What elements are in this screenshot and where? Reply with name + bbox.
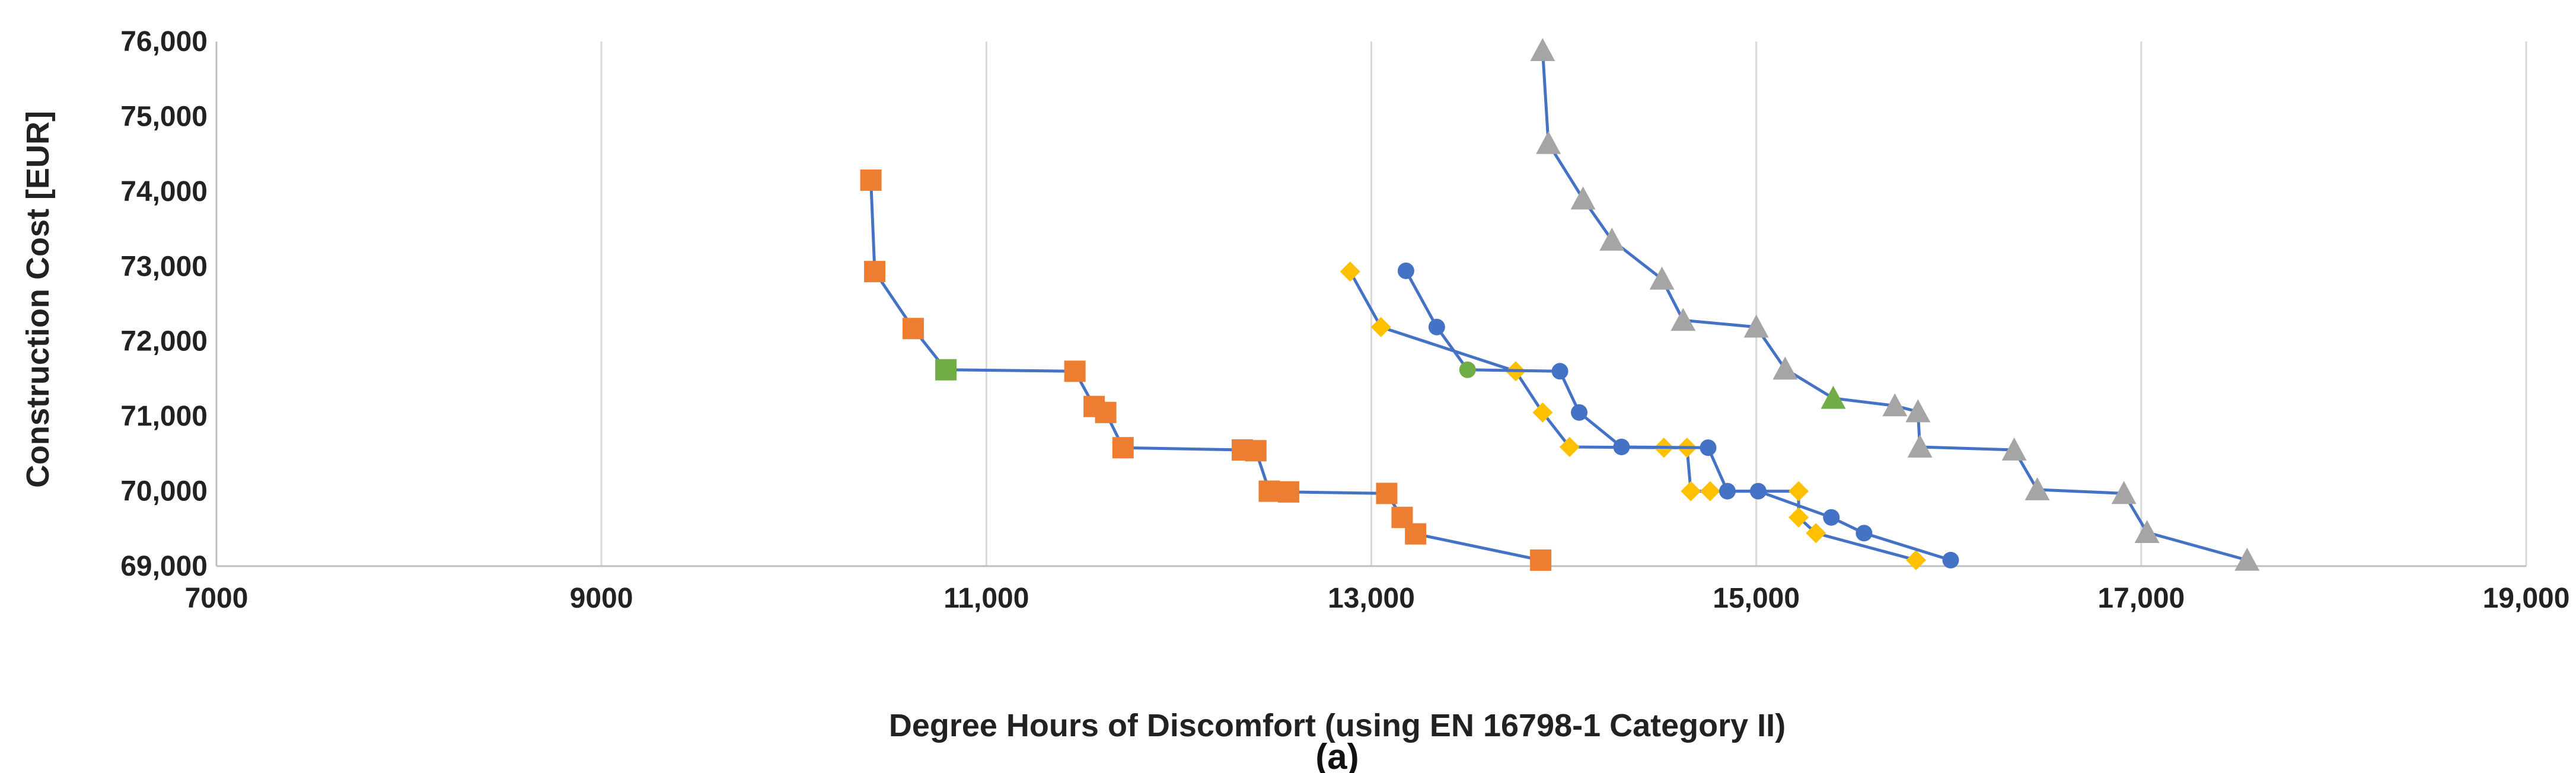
data-point-circle (1749, 483, 1767, 500)
data-point-triangle (1536, 130, 1561, 154)
data-point-triangle (1649, 266, 1675, 290)
data-point-circle (1823, 509, 1840, 526)
axes (215, 41, 2526, 567)
data-point-triangle (1570, 186, 1596, 210)
data-point-square (1405, 523, 1427, 545)
y-tick-label: 74,000 (120, 176, 208, 207)
data-point-diamond (1700, 481, 1720, 502)
data-point-circle (1719, 483, 1736, 500)
data-point-triangle (2234, 547, 2260, 571)
y-axis-title: Construction Cost [EUR] (20, 111, 56, 488)
series-diamond (1340, 261, 1927, 570)
data-point-diamond (1340, 261, 1360, 282)
data-point-diamond (1806, 523, 1826, 544)
grid-lines (600, 41, 2527, 566)
data-point-diamond (1788, 507, 1809, 528)
series-line-square (869, 180, 1541, 562)
data-point-circle (1428, 318, 1445, 336)
x-tick-label: 17,000 (2097, 583, 2185, 614)
data-point-circle (1551, 363, 1568, 380)
x-tick-label: 9000 (570, 583, 633, 614)
data-point-circle (1571, 404, 1588, 421)
data-point-square (1095, 401, 1117, 423)
series-circle (1397, 262, 1959, 568)
data-point-triangle (1530, 38, 1555, 62)
data-point-diamond (1906, 550, 1927, 570)
data-point-triangle (1905, 399, 1931, 423)
data-point-diamond (1370, 317, 1391, 337)
data-point-square (1258, 480, 1280, 502)
data-point-circle (1942, 551, 1959, 568)
data-point-triangle (1821, 385, 1846, 409)
data-point-triangle (1772, 356, 1798, 380)
figure-caption: (a) (1315, 737, 1359, 773)
data-point-square (902, 318, 924, 340)
y-tick-label: 70,000 (120, 476, 208, 507)
data-point-triangle (1882, 393, 1908, 417)
data-point-triangle (1670, 308, 1696, 331)
data-point-circle (1397, 262, 1414, 279)
data-point-circle (1700, 439, 1717, 456)
y-tick-label: 75,000 (120, 101, 208, 132)
data-point-square (1530, 549, 1552, 571)
data-point-square (1277, 481, 1299, 503)
y-tick-label: 71,000 (120, 401, 208, 432)
data-point-square (864, 261, 886, 283)
data-point-diamond (1559, 436, 1580, 457)
data-point-triangle (2025, 477, 2050, 500)
data-point-square (1376, 483, 1398, 504)
y-tick-label: 72,000 (120, 326, 208, 357)
x-tick-label: 11,000 (943, 583, 1029, 614)
series-triangle (1530, 38, 2260, 571)
y-tick-label: 76,000 (120, 26, 208, 58)
series-square (860, 169, 1552, 571)
y-tick-label: 73,000 (120, 251, 208, 282)
x-tick-label: 19,000 (2483, 583, 2570, 614)
x-tick-labels: 7000 9000 11,000 13,000 15,000 17,000 19,000 (185, 583, 2570, 614)
data-point-square (935, 359, 957, 381)
data-point-square (1245, 440, 1267, 462)
data-point-triangle (2134, 520, 2160, 543)
data-point-triangle (2111, 481, 2137, 504)
data-point-circle (1459, 361, 1476, 378)
data-point-triangle (1907, 434, 1933, 458)
x-tick-label: 7000 (185, 583, 248, 614)
series-line-circle (1404, 270, 1952, 562)
data-point-square (1064, 360, 1086, 382)
x-tick-label: 13,000 (1328, 583, 1415, 614)
x-tick-label: 15,000 (1713, 583, 1800, 614)
y-tick-label: 69,000 (120, 551, 208, 582)
data-point-circle (1856, 525, 1873, 542)
data-series (860, 38, 2260, 571)
x-axis-title: Degree Hours of Discomfort (using EN 167… (889, 708, 1786, 743)
data-point-square (1112, 437, 1134, 459)
data-point-triangle (1743, 314, 1769, 338)
y-tick-labels: 69,000 70,000 71,000 72,000 73,000 74,000 75,0… (120, 26, 208, 582)
data-point-square (860, 169, 882, 191)
data-point-triangle (1599, 228, 1625, 251)
data-point-triangle (2001, 437, 2027, 461)
data-point-diamond (1788, 481, 1809, 502)
data-point-circle (1613, 438, 1630, 455)
data-point-diamond (1681, 481, 1701, 502)
data-point-diamond (1532, 402, 1553, 423)
